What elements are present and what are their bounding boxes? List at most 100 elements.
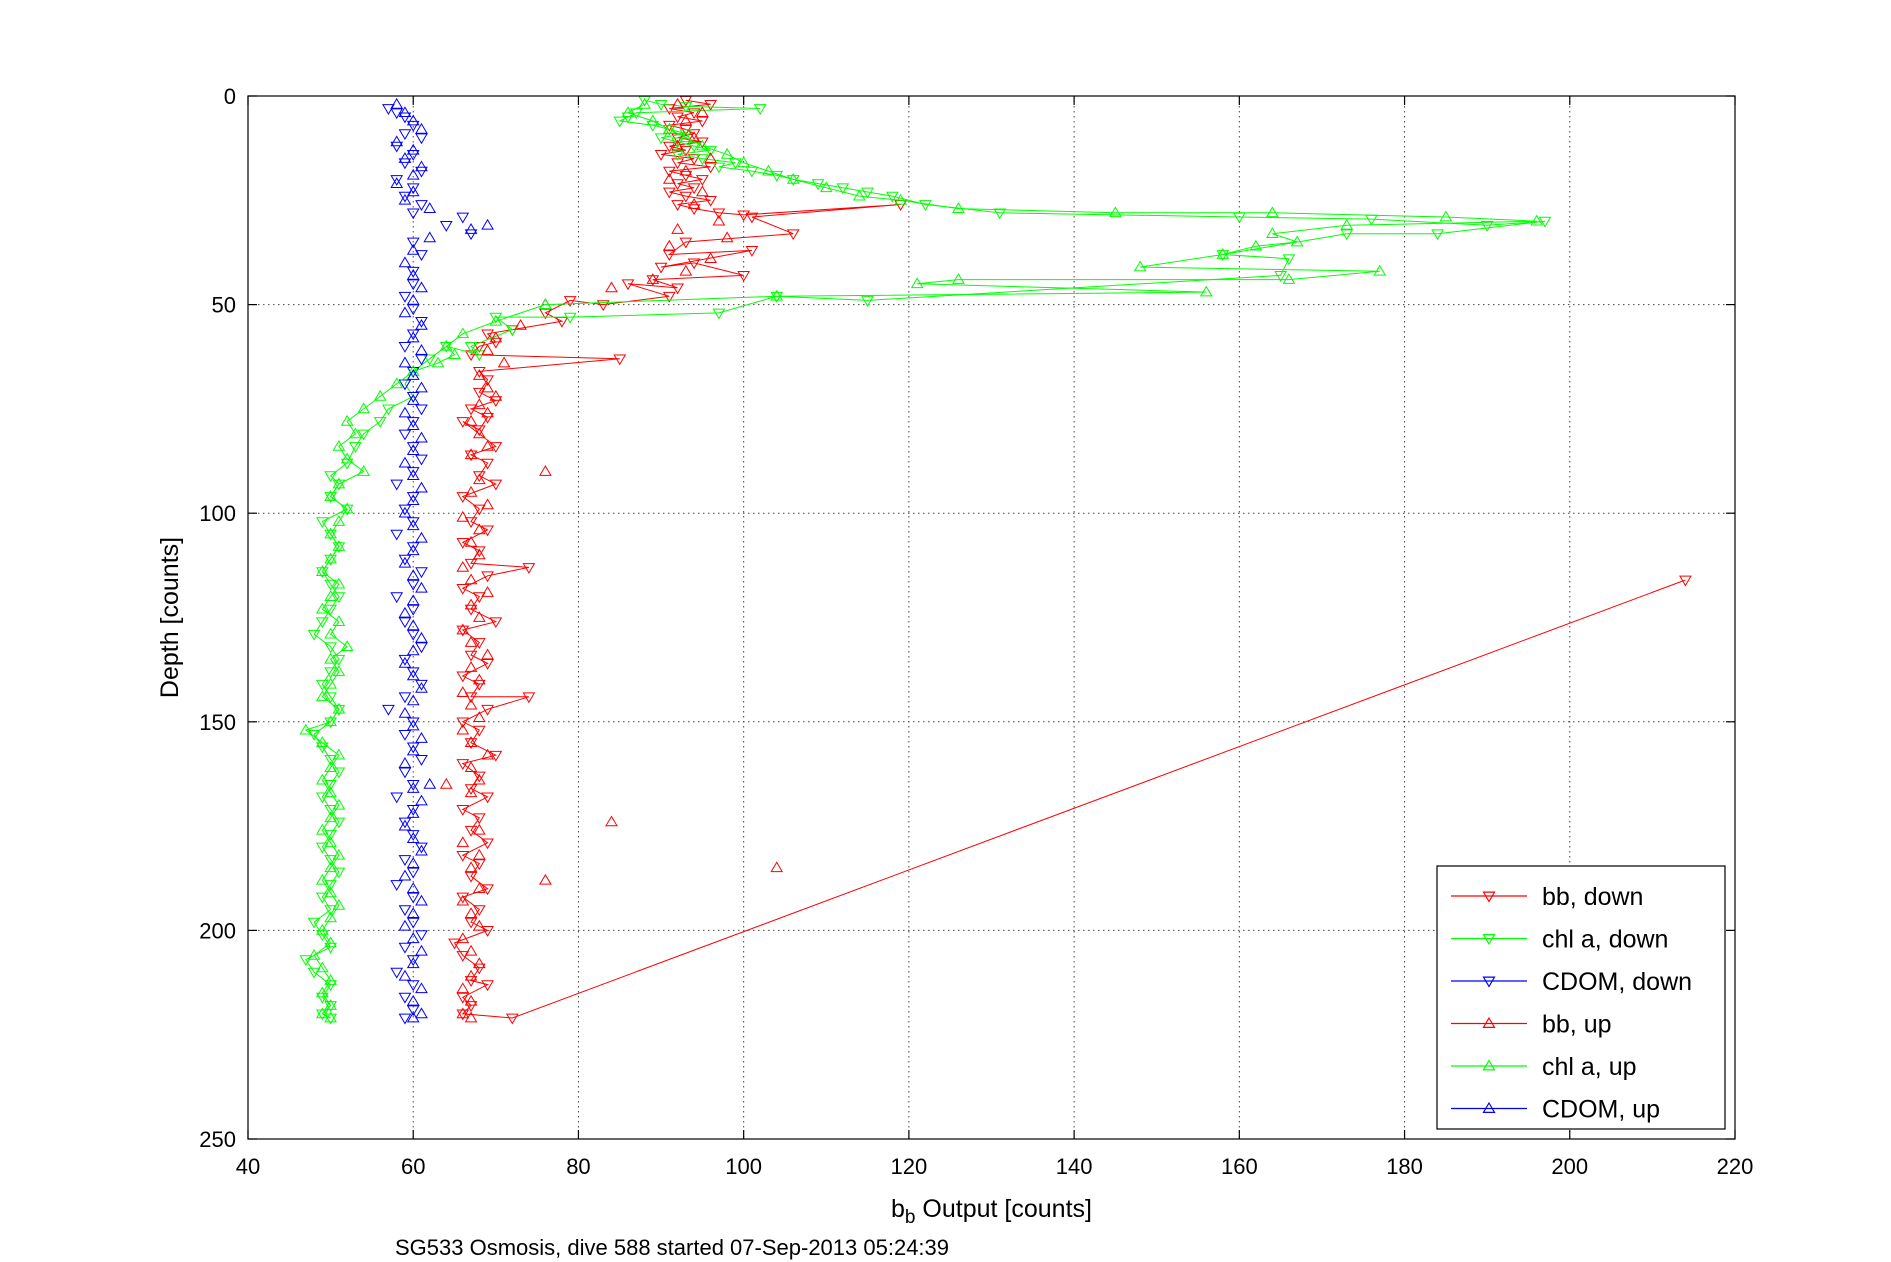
data-point bbox=[324, 590, 337, 601]
legend-label: bb, up bbox=[1542, 1011, 1612, 1039]
data-point bbox=[415, 944, 428, 956]
data-point bbox=[415, 642, 428, 654]
data-point bbox=[1439, 210, 1453, 222]
data-point bbox=[448, 938, 461, 950]
data-point bbox=[406, 832, 420, 843]
data-point bbox=[687, 129, 701, 141]
data-point bbox=[885, 191, 899, 203]
data-point bbox=[406, 364, 420, 376]
data-point bbox=[605, 815, 618, 827]
data-point bbox=[770, 861, 784, 873]
data-point bbox=[332, 654, 346, 666]
legend-entry: chl a, up bbox=[1451, 1053, 1637, 1081]
data-point bbox=[481, 375, 494, 387]
data-point bbox=[406, 494, 420, 506]
data-point bbox=[472, 523, 486, 535]
data-point bbox=[340, 640, 354, 652]
data-point bbox=[456, 1009, 470, 1021]
data-point bbox=[315, 773, 329, 785]
data-point bbox=[390, 529, 404, 541]
data-point bbox=[662, 141, 676, 153]
data-point bbox=[745, 246, 759, 257]
data-point bbox=[861, 187, 874, 199]
data-point bbox=[415, 894, 428, 906]
data-point bbox=[357, 402, 371, 414]
x-axis-label-main: b bbox=[891, 1195, 905, 1223]
data-point bbox=[332, 615, 346, 627]
data-point bbox=[539, 464, 552, 476]
data-point bbox=[1290, 235, 1304, 247]
data-point bbox=[489, 314, 503, 326]
data-point bbox=[481, 458, 494, 470]
data-point bbox=[704, 152, 717, 163]
data-point bbox=[406, 780, 420, 791]
x-tick-label: 180 bbox=[1386, 1154, 1423, 1179]
legend-marker bbox=[1482, 1016, 1496, 1028]
data-point bbox=[406, 917, 420, 929]
data-point bbox=[481, 329, 494, 341]
data-point bbox=[398, 106, 412, 118]
data-point bbox=[324, 1001, 337, 1012]
y-tick-label: 150 bbox=[199, 710, 236, 735]
data-point bbox=[472, 882, 486, 894]
data-point bbox=[398, 291, 412, 303]
data-point bbox=[1530, 214, 1544, 226]
data-point bbox=[415, 481, 428, 493]
data-point bbox=[398, 504, 412, 516]
data-point bbox=[398, 341, 412, 353]
data-point bbox=[464, 944, 478, 956]
data-point bbox=[324, 579, 337, 591]
data-point bbox=[406, 994, 420, 1006]
data-point bbox=[1282, 273, 1296, 284]
data-point bbox=[324, 677, 337, 689]
data-point bbox=[1199, 285, 1213, 297]
data-point bbox=[332, 704, 346, 716]
data-point bbox=[332, 439, 346, 451]
data-point bbox=[456, 982, 470, 994]
data-point bbox=[406, 150, 420, 161]
data-point bbox=[679, 114, 693, 126]
data-point bbox=[340, 502, 354, 514]
data-point bbox=[1340, 218, 1354, 230]
data-point bbox=[324, 552, 337, 564]
data-point bbox=[415, 982, 428, 994]
data-point bbox=[324, 780, 337, 791]
data-point bbox=[390, 377, 404, 389]
data-point bbox=[456, 417, 470, 428]
data-point bbox=[415, 160, 428, 172]
data-point bbox=[671, 112, 684, 124]
data-point bbox=[415, 794, 428, 806]
x-tick-label: 160 bbox=[1221, 1154, 1258, 1179]
data-point bbox=[456, 951, 470, 962]
data-point bbox=[456, 538, 470, 549]
data-point bbox=[349, 442, 362, 453]
data-point bbox=[472, 859, 486, 871]
data-point bbox=[315, 602, 329, 614]
data-point bbox=[324, 554, 337, 566]
data-point bbox=[646, 114, 660, 126]
legend-marker bbox=[1482, 1101, 1496, 1113]
data-point bbox=[456, 894, 470, 906]
data-point bbox=[324, 905, 337, 917]
data-point bbox=[472, 369, 486, 380]
data-point bbox=[448, 348, 461, 360]
data-point bbox=[464, 976, 478, 987]
data-point bbox=[307, 967, 321, 979]
data-point bbox=[464, 692, 478, 704]
data-point bbox=[654, 133, 668, 145]
data-point bbox=[315, 679, 329, 691]
data-point bbox=[315, 1007, 329, 1019]
data-point bbox=[324, 471, 337, 483]
data-point bbox=[456, 932, 470, 944]
data-point bbox=[324, 911, 337, 923]
data-point bbox=[324, 1011, 337, 1023]
data-point bbox=[1266, 227, 1279, 239]
data-point bbox=[464, 786, 478, 798]
data-point bbox=[415, 531, 428, 543]
data-point bbox=[456, 1007, 470, 1019]
data-point bbox=[406, 644, 420, 656]
data-point bbox=[489, 617, 503, 629]
legend-entry: CDOM, up bbox=[1451, 1096, 1660, 1124]
data-point bbox=[406, 867, 420, 879]
